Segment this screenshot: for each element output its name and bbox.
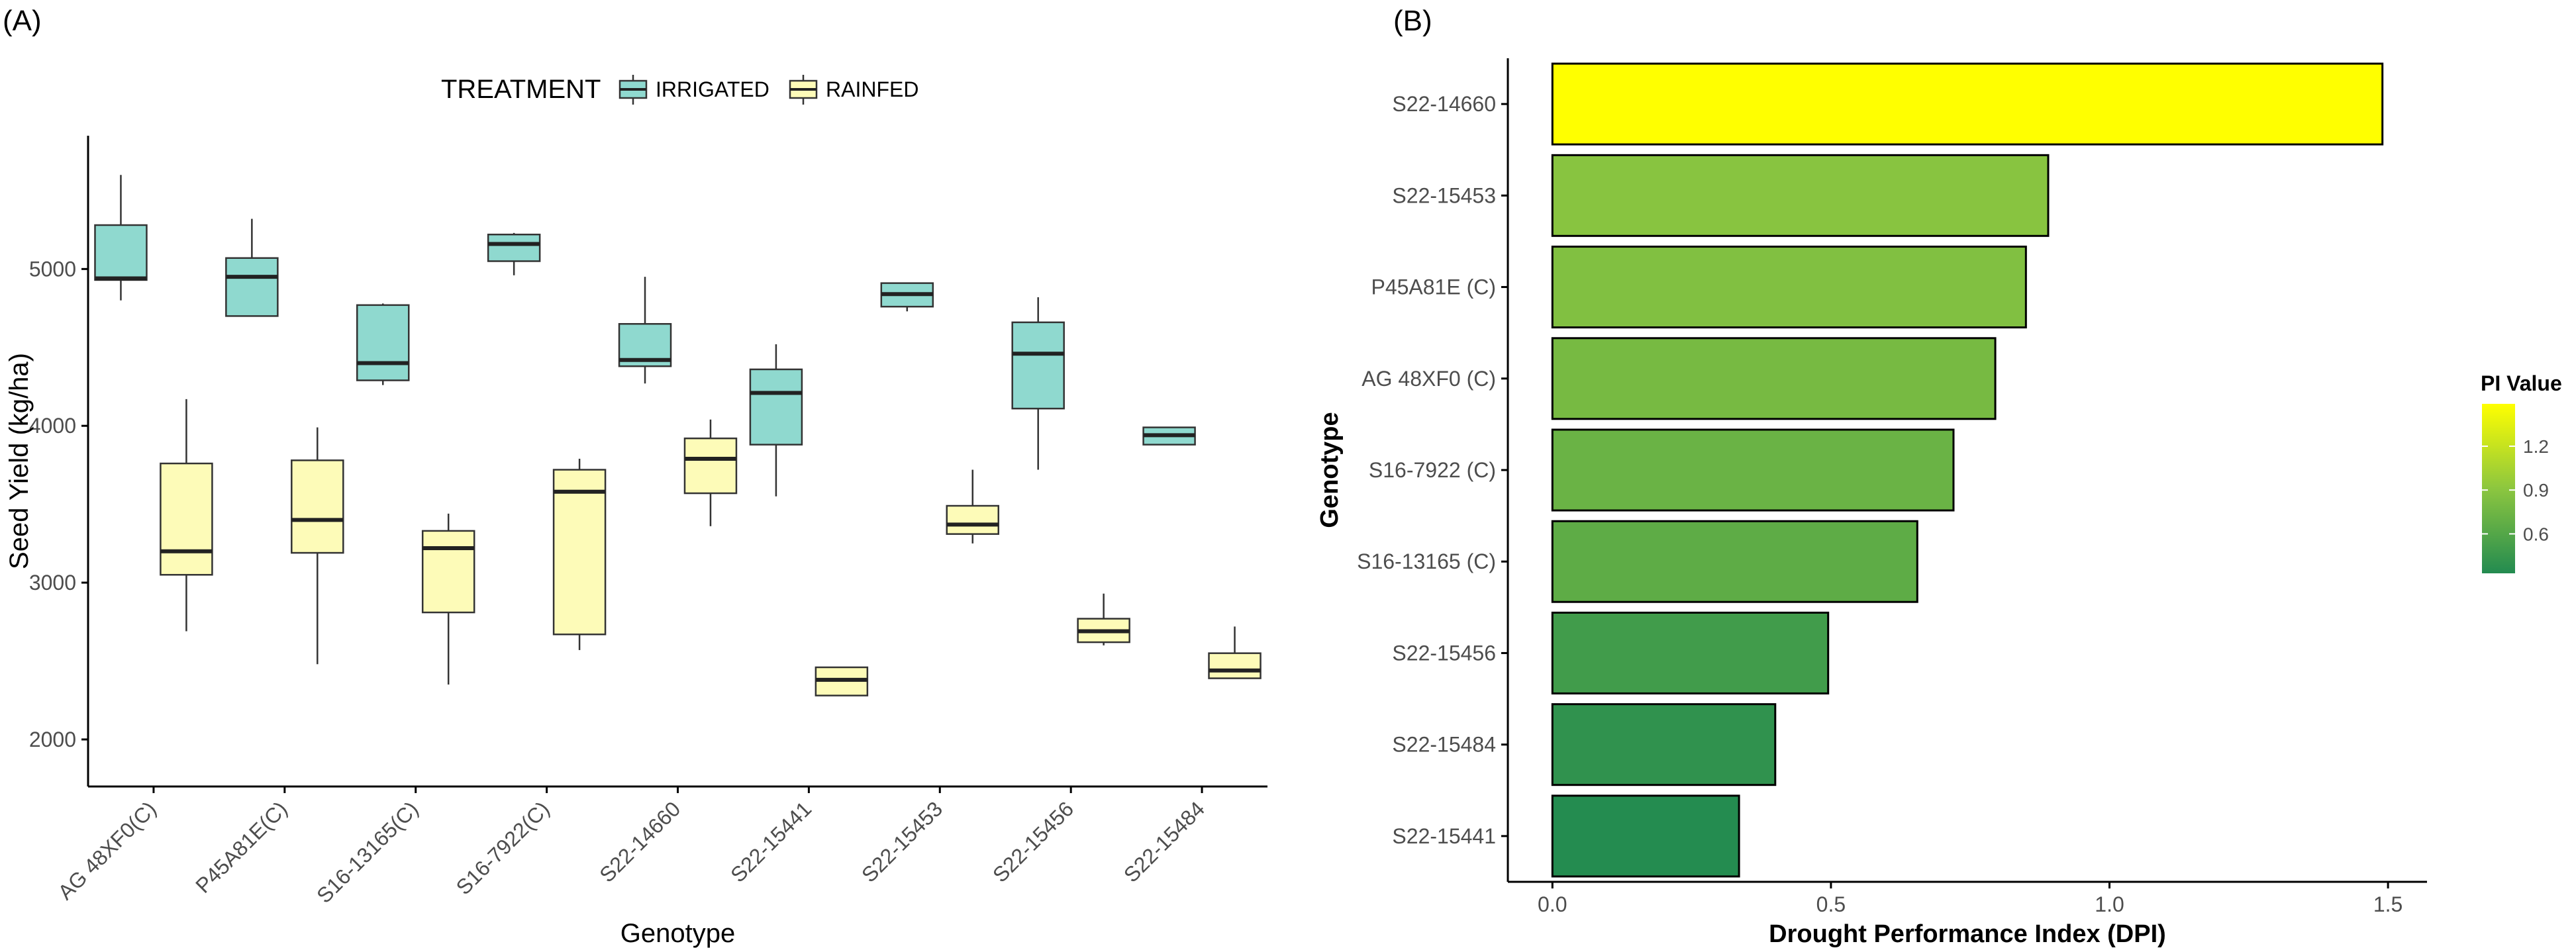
panel-b-label: (B)	[1393, 5, 1432, 37]
colorbar-tick-label: 1.2	[2523, 436, 2549, 457]
x-tick-label: 0.5	[1816, 892, 1846, 916]
y-tick-label: S16-7922 (C)	[1369, 458, 1496, 482]
iqr-box	[94, 224, 148, 281]
colorbar-tick-label: 0.9	[2523, 480, 2549, 500]
box-irrigated-3	[487, 232, 541, 275]
box-rainfed-0	[160, 399, 213, 632]
iqr-box	[749, 368, 803, 446]
colorbar-tick-label: 0.6	[2523, 524, 2549, 544]
boxplot-series	[94, 175, 1262, 696]
panel-a-label: (A)	[3, 5, 42, 37]
y-axis-title: Genotype	[1316, 412, 1344, 528]
series-rainfed	[160, 399, 1262, 696]
x-tick-label: 1.5	[2373, 892, 2403, 916]
y-tick-label: S22-14660	[1392, 92, 1496, 116]
box-irrigated-0	[94, 175, 148, 301]
box-irrigated-1	[225, 218, 279, 317]
box-irrigated-7	[1011, 297, 1065, 470]
x-axis-ticks: 0.0 0.5 1.0 1.5	[1538, 882, 2403, 916]
legend-label: RAINFED	[826, 77, 918, 101]
x-tick-label: AG 48XF0(C)	[53, 796, 161, 904]
iqr-box	[683, 437, 738, 495]
box-irrigated-6	[880, 282, 934, 312]
iqr-box	[487, 233, 541, 262]
x-tick-label: S22-15456	[988, 796, 1078, 886]
iqr-box	[291, 459, 344, 554]
iqr-box	[552, 469, 607, 636]
box-rainfed-3	[552, 458, 607, 650]
x-tick-label: S22-15441	[726, 796, 816, 886]
box-irrigated-2	[356, 303, 410, 385]
bar-ag-48xf0-c-	[1551, 337, 1997, 420]
y-tick-label: AG 48XF0 (C)	[1362, 367, 1496, 391]
box-rainfed-2	[421, 513, 475, 685]
box-irrigated-8	[1142, 426, 1196, 446]
x-tick-label: S16-13165(C)	[312, 796, 423, 908]
bar-s16-13165-c-	[1551, 520, 1918, 603]
bar-s22-15484	[1551, 703, 1777, 786]
x-tick-label: 0.0	[1538, 892, 1567, 916]
y-tick-label: S16-13165 (C)	[1357, 549, 1496, 573]
box-rainfed-4	[683, 419, 738, 526]
box-irrigated-5	[749, 344, 803, 497]
bar-s16-7922-c-	[1551, 428, 1955, 512]
y-tick-label: 3000	[29, 571, 76, 595]
box-rainfed-5	[815, 666, 869, 696]
y-tick-label: 5000	[29, 257, 76, 281]
x-tick-label: 1.0	[2095, 892, 2124, 916]
y-axis-ticks: 2000 3000 4000 5000	[29, 257, 88, 751]
bar-s22-15453	[1551, 154, 2050, 237]
y-axis-ticks: S22-14660 S22-15453 P45A81E (C) AG 48XF0 (C…	[1357, 92, 1508, 848]
colorbar-gradient	[2482, 404, 2515, 573]
iqr-box	[421, 530, 475, 614]
y-tick-label: S22-15456	[1392, 641, 1496, 665]
y-tick-label: 4000	[29, 414, 76, 438]
colorbar-legend: PI Value 0.6 0.9 1.2	[2481, 371, 2562, 573]
bar-s22-15441	[1551, 794, 1740, 878]
y-tick-label: P45A81E (C)	[1371, 275, 1496, 299]
x-tick-label: S22-15453	[857, 796, 947, 886]
treatment-legend: TREATMENT IRRIGATED RAINFED	[441, 75, 918, 105]
iqr-box	[946, 504, 999, 535]
series-irrigated	[94, 175, 1196, 497]
y-tick-label: 2000	[29, 728, 76, 751]
box-rainfed-8	[1208, 626, 1262, 679]
iqr-box	[1208, 652, 1262, 679]
x-axis-ticks: AG 48XF0(C) P45A81E(C) S16-13165(C) S16-792…	[53, 786, 1209, 908]
legend-items: IRRIGATED RAINFED	[619, 75, 918, 105]
panel-b-barchart: (B) S22-14660 S22-15453 P45A81E (C) AG 48XF…	[1316, 5, 2562, 948]
x-tick-label: S22-15484	[1119, 796, 1209, 886]
x-tick-label: S16-7922(C)	[452, 796, 554, 899]
y-tick-label: S22-15453	[1392, 183, 1496, 207]
bar-p45a81e-c-	[1551, 246, 2027, 329]
y-axis-title: Seed Yield (kg/ha)	[5, 353, 34, 569]
box-rainfed-6	[946, 469, 999, 544]
x-tick-label: S22-14660	[595, 796, 685, 886]
iqr-box	[1011, 321, 1065, 410]
x-axis-title: Genotype	[620, 919, 735, 948]
iqr-box	[160, 462, 213, 576]
legend-label: IRRIGATED	[656, 77, 769, 101]
x-tick-label: P45A81E(C)	[191, 796, 291, 897]
colorbar-ticks: 0.6 0.9 1.2	[2482, 436, 2549, 544]
x-axis-title: Drought Performance Index (DPI)	[1769, 920, 2166, 948]
bar-series	[1551, 62, 2384, 878]
iqr-box	[225, 257, 279, 317]
iqr-box	[356, 304, 410, 381]
y-tick-label: S22-15441	[1392, 824, 1496, 848]
box-rainfed-7	[1077, 593, 1130, 645]
box-rainfed-1	[291, 427, 344, 665]
y-tick-label: S22-15484	[1392, 733, 1496, 757]
box-irrigated-4	[618, 277, 672, 384]
bar-s22-14660	[1551, 62, 2384, 146]
colorbar-title: PI Value	[2481, 371, 2562, 395]
panel-a-boxplot: (A) TREATMENT IRRIGATED RAINFED 2000 3000 4…	[3, 5, 1267, 948]
bar-s22-15456	[1551, 611, 1830, 694]
legend-title: TREATMENT	[441, 75, 601, 104]
